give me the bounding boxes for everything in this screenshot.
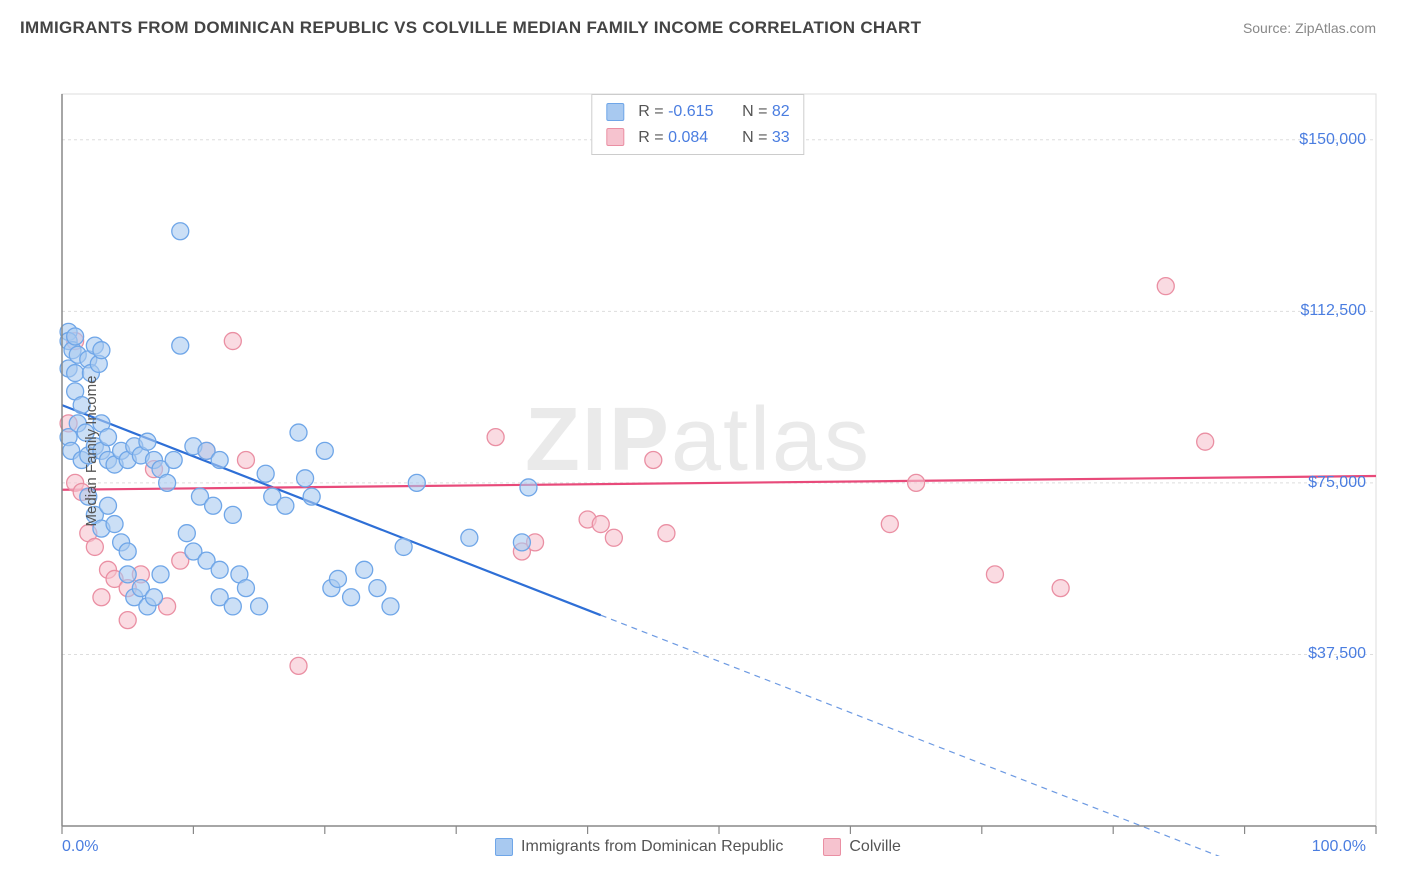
- legend-swatch: [606, 103, 624, 121]
- legend-swatch: [823, 838, 841, 856]
- bottom-legend: Immigrants from Dominican Republic Colvi…: [10, 838, 1386, 856]
- correlation-legend: R = -0.615 N = 82 R = 0.084 N = 33: [591, 94, 804, 155]
- legend-swatch: [495, 838, 513, 856]
- n-value: 33: [772, 129, 790, 146]
- source-link[interactable]: ZipAtlas.com: [1295, 20, 1376, 36]
- legend-label: Colville: [849, 838, 901, 856]
- y-tick-label: $150,000: [1299, 131, 1366, 149]
- header-row: IMMIGRANTS FROM DOMINICAN REPUBLIC VS CO…: [10, 10, 1386, 46]
- source-label: Source: ZipAtlas.com: [1243, 20, 1376, 36]
- y-tick-label: $37,500: [1308, 645, 1366, 663]
- legend-row: R = 0.084 N = 33: [606, 125, 789, 151]
- legend-swatch: [606, 128, 624, 146]
- plot-area: ZIPatlas Median Family Income R = -0.615…: [10, 46, 1386, 856]
- y-axis-label: Median Family Income: [83, 376, 100, 527]
- r-value: 0.084: [668, 125, 728, 151]
- y-tick-label: $75,000: [1308, 474, 1366, 492]
- n-value: 82: [772, 103, 790, 120]
- legend-row: R = -0.615 N = 82: [606, 99, 789, 125]
- y-tick-label: $112,500: [1300, 302, 1366, 320]
- legend-item: Colville: [823, 838, 901, 856]
- r-value: -0.615: [668, 99, 728, 125]
- legend-label: Immigrants from Dominican Republic: [521, 838, 783, 856]
- legend-item: Immigrants from Dominican Republic: [495, 838, 783, 856]
- scatter-chart: [10, 46, 1386, 856]
- chart-title: IMMIGRANTS FROM DOMINICAN REPUBLIC VS CO…: [20, 18, 921, 38]
